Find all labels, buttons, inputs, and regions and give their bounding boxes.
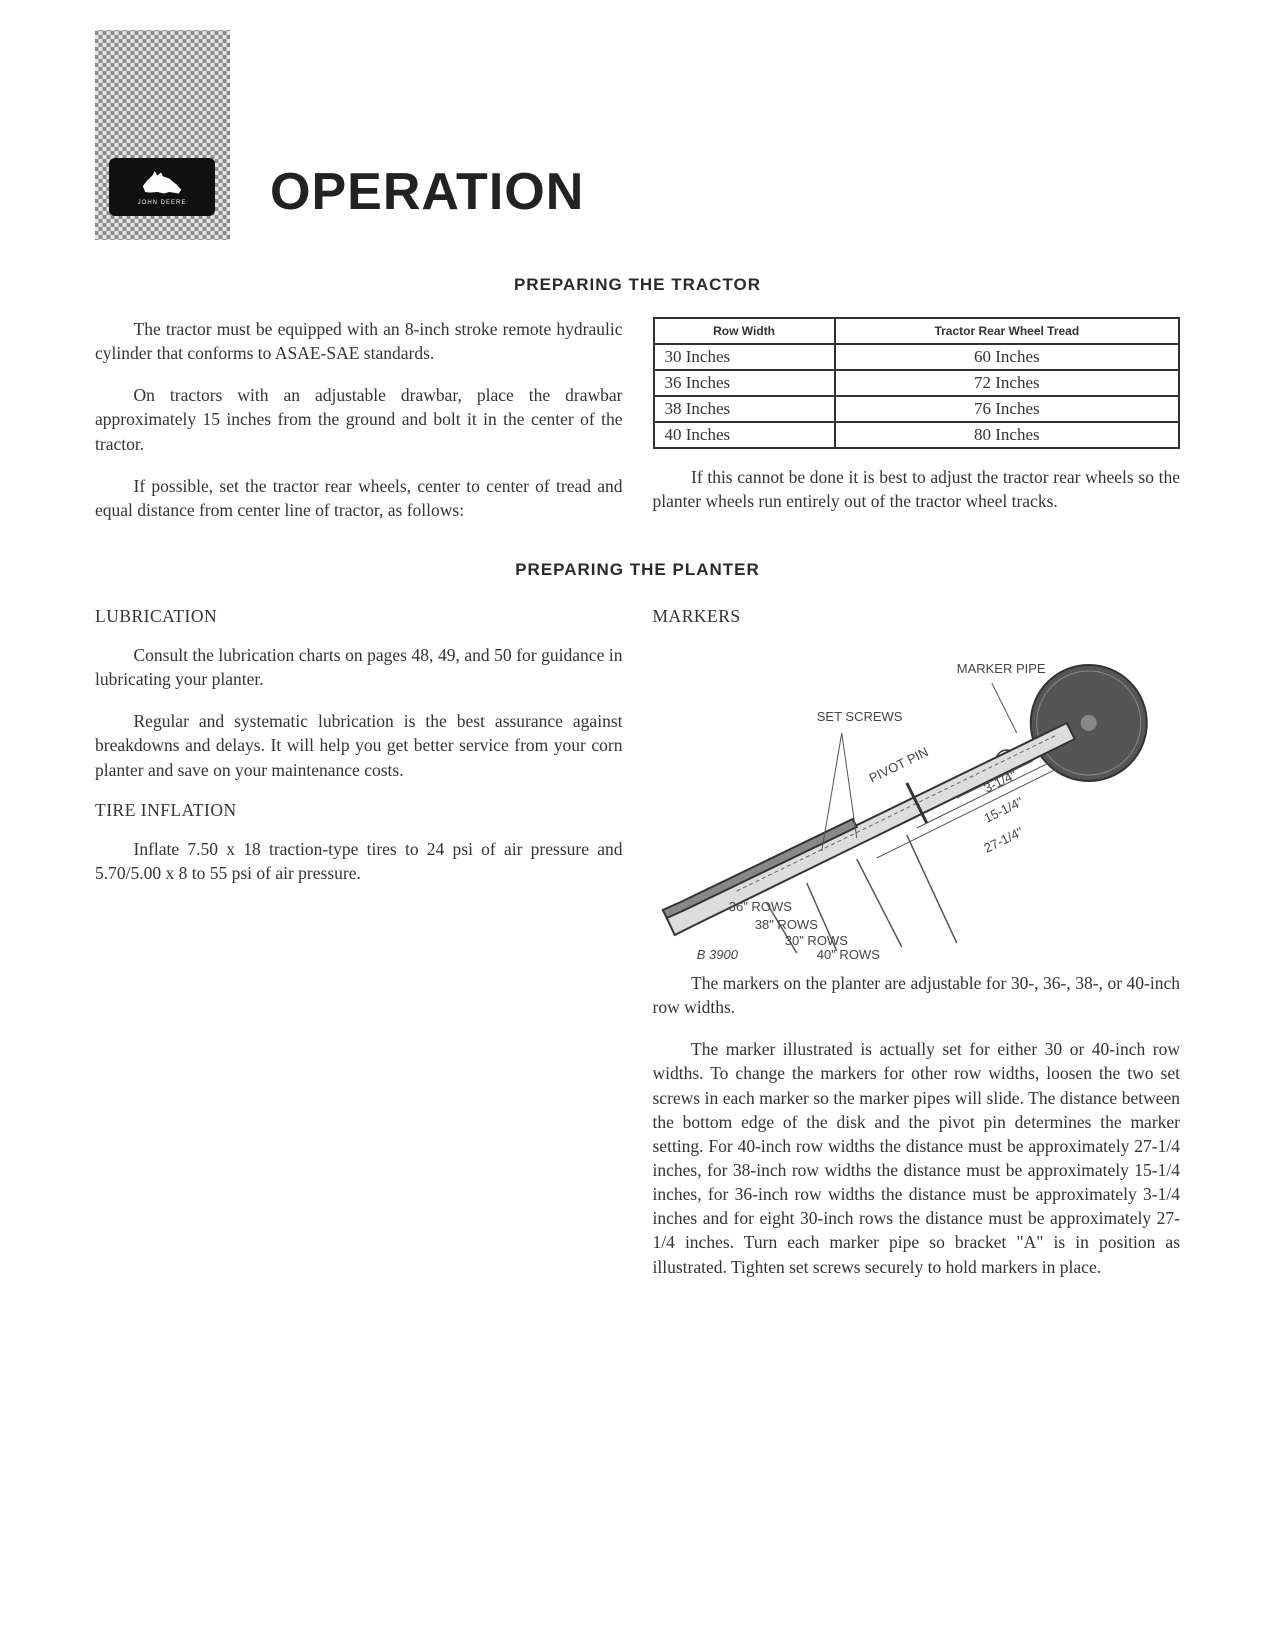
subheading-lubrication: LUBRICATION (95, 606, 623, 627)
section2-left-col: LUBRICATION Consult the lubrication char… (95, 602, 623, 1297)
table-row: 38 Inches76 Inches (654, 396, 1180, 422)
section1-left-col: The tractor must be equipped with an 8-i… (95, 317, 623, 540)
para: The tractor must be equipped with an 8-i… (95, 317, 623, 365)
para: Regular and systematic lubrication is th… (95, 709, 623, 781)
svg-text:PIVOT PIN: PIVOT PIN (866, 744, 930, 786)
section-heading-planter: PREPARING THE PLANTER (95, 560, 1180, 580)
ornament-texture: JOHN DEERE (95, 30, 230, 240)
table-row: 30 Inches60 Inches (654, 344, 1180, 370)
section2-columns: LUBRICATION Consult the lubrication char… (95, 602, 1180, 1297)
svg-text:38" ROWS: 38" ROWS (754, 917, 817, 932)
table-row: 40 Inches80 Inches (654, 422, 1180, 448)
para: Inflate 7.50 x 18 traction-type tires to… (95, 837, 623, 885)
section-heading-tractor: PREPARING THE TRACTOR (95, 275, 1180, 295)
section1-columns: The tractor must be equipped with an 8-i… (95, 317, 1180, 540)
marker-figure: A (653, 643, 1181, 963)
subheading-markers: MARKERS (653, 606, 1181, 627)
brand-logo: JOHN DEERE (109, 158, 215, 216)
svg-text:30" ROWS: 30" ROWS (784, 933, 847, 948)
section2-right-col: MARKERS A (653, 602, 1181, 1297)
para: On tractors with an adjustable drawbar, … (95, 383, 623, 455)
svg-text:40" ROWS: 40" ROWS (816, 947, 879, 962)
table-row: 36 Inches72 Inches (654, 370, 1180, 396)
brand-text: JOHN DEERE (138, 200, 187, 206)
para: The markers on the planter are adjustabl… (653, 971, 1181, 1019)
svg-text:SET SCREWS: SET SCREWS (816, 709, 902, 724)
svg-text:B 3900: B 3900 (696, 947, 738, 962)
table-header: Tractor Rear Wheel Tread (835, 318, 1179, 344)
page-title: OPERATION (270, 162, 584, 222)
section1-right-col: Row Width Tractor Rear Wheel Tread 30 In… (653, 317, 1181, 540)
tread-table: Row Width Tractor Rear Wheel Tread 30 In… (653, 317, 1181, 449)
svg-text:36" ROWS: 36" ROWS (728, 899, 791, 914)
table-header: Row Width (654, 318, 835, 344)
page: JOHN DEERE OPERATION PREPARING THE TRACT… (0, 0, 1275, 1650)
header-block: JOHN DEERE OPERATION (95, 30, 1180, 240)
para: If this cannot be done it is best to adj… (653, 465, 1181, 513)
svg-text:27-1/4": 27-1/4" (981, 824, 1025, 856)
svg-text:15-1/4": 15-1/4" (981, 794, 1025, 826)
para: Consult the lubrication charts on pages … (95, 643, 623, 691)
para: The marker illustrated is actually set f… (653, 1037, 1181, 1278)
deer-icon (138, 168, 186, 198)
svg-text:MARKER PIPE: MARKER PIPE (956, 661, 1045, 676)
para: If possible, set the tractor rear wheels… (95, 474, 623, 522)
subheading-tire-inflation: TIRE INFLATION (95, 800, 623, 821)
